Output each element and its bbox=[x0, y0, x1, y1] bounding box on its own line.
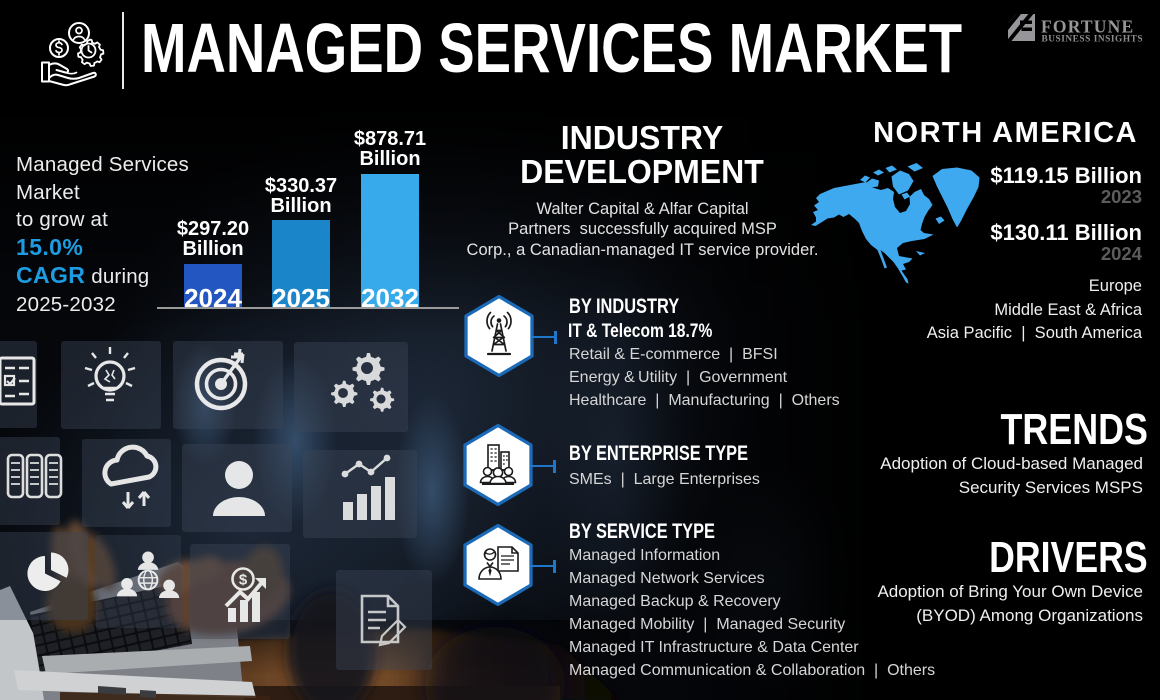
svg-text:$: $ bbox=[239, 572, 248, 589]
svg-text:BUSINESS INSIGHTS: BUSINESS INSIGHTS bbox=[1042, 35, 1144, 43]
svg-text:FORTUNE: FORTUNE bbox=[1041, 17, 1134, 37]
